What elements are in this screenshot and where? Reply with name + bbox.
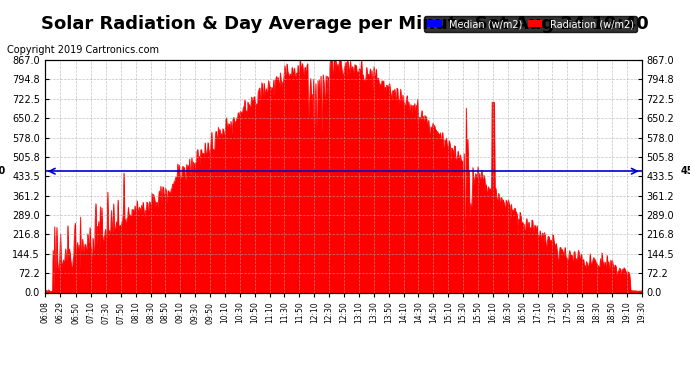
Legend: Median (w/m2), Radiation (w/m2): Median (w/m2), Radiation (w/m2) [424, 16, 637, 32]
Text: Copyright 2019 Cartronics.com: Copyright 2019 Cartronics.com [7, 45, 159, 55]
Text: 452.340: 452.340 [0, 166, 6, 176]
Text: Solar Radiation & Day Average per Minute Sat Aug 24 19:40: Solar Radiation & Day Average per Minute… [41, 15, 649, 33]
Text: 452.340: 452.340 [680, 166, 690, 176]
